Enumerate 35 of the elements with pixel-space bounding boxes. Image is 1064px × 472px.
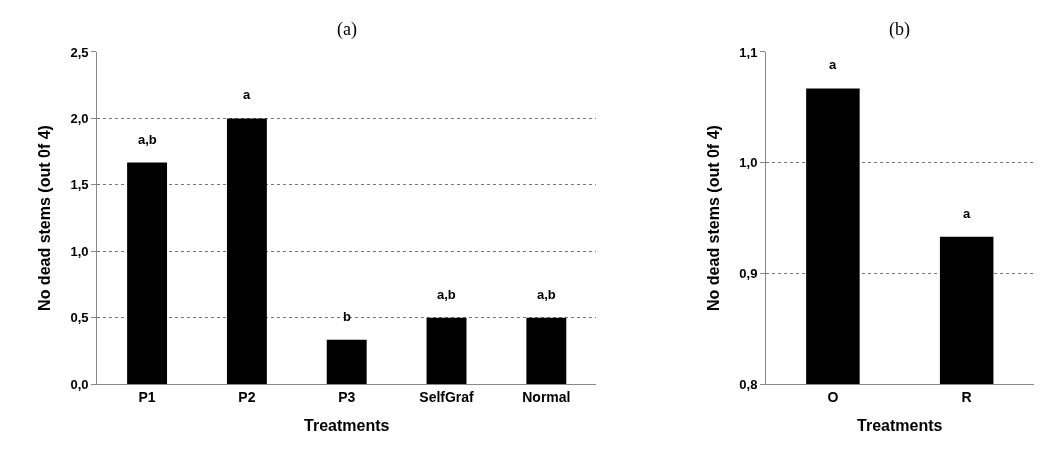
annotation: a,b (138, 132, 157, 147)
annotation: a (243, 87, 251, 102)
y-tick-label: 2,5 (70, 44, 89, 60)
y-tick-label: 0,5 (70, 310, 89, 326)
y-tick-label: 0,0 (70, 376, 89, 392)
x-tick-label: P2 (238, 388, 256, 405)
chart-title: (b) (889, 19, 910, 40)
x-axis-title: Treatments (857, 416, 943, 434)
y-tick-label: 1,0 (70, 243, 89, 259)
x-tick-label: R (961, 388, 972, 405)
y-tick-label: 0,8 (739, 376, 758, 392)
y-tick-label: 1,0 (739, 155, 758, 171)
bar (226, 118, 267, 385)
chart-title: (a) (337, 19, 357, 40)
y-axis-title: No dead stems (out 0f 4) (705, 125, 723, 311)
annotation: a (829, 57, 837, 72)
annotation: a (963, 206, 971, 221)
x-tick-label: SelfGraf (419, 388, 475, 405)
y-tick-label: 0,9 (739, 265, 758, 281)
y-tick-label: 1,5 (70, 177, 89, 193)
annotation: b (343, 309, 351, 324)
bar (127, 162, 168, 385)
y-axis-title: No dead stems (out 0f 4) (36, 125, 54, 311)
bar (326, 339, 367, 385)
annotation: a,b (537, 287, 556, 302)
x-tick-label: Normal (522, 388, 571, 405)
y-tick-label: 1,1 (739, 44, 758, 60)
bar (526, 317, 567, 385)
x-tick-label: P1 (138, 388, 156, 405)
annotation: a,b (437, 287, 456, 302)
x-axis-title: Treatments (304, 416, 390, 434)
x-tick-label: P3 (338, 388, 356, 405)
bar (426, 317, 467, 385)
y-tick-label: 2,0 (70, 110, 89, 126)
x-tick-label: O (827, 388, 839, 405)
